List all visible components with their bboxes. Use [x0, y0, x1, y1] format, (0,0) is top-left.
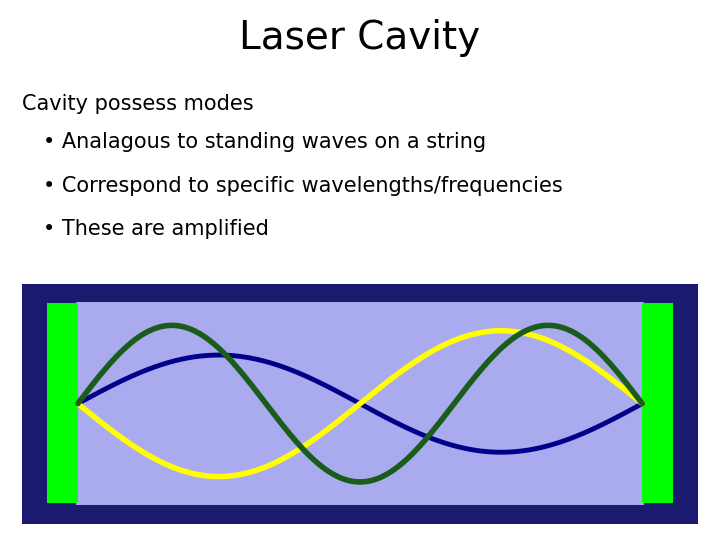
Bar [22, 284, 698, 524]
Text: • These are amplified: • These are amplified [43, 219, 269, 239]
Text: • Correspond to specific wavelengths/frequencies: • Correspond to specific wavelengths/fre… [43, 176, 563, 195]
Bar [47, 303, 78, 503]
Bar [76, 302, 644, 505]
Text: Cavity possess modes: Cavity possess modes [22, 94, 253, 114]
Text: Laser Cavity: Laser Cavity [240, 19, 480, 57]
Bar [642, 303, 673, 503]
Text: • Analagous to standing waves on a string: • Analagous to standing waves on a strin… [43, 132, 486, 152]
